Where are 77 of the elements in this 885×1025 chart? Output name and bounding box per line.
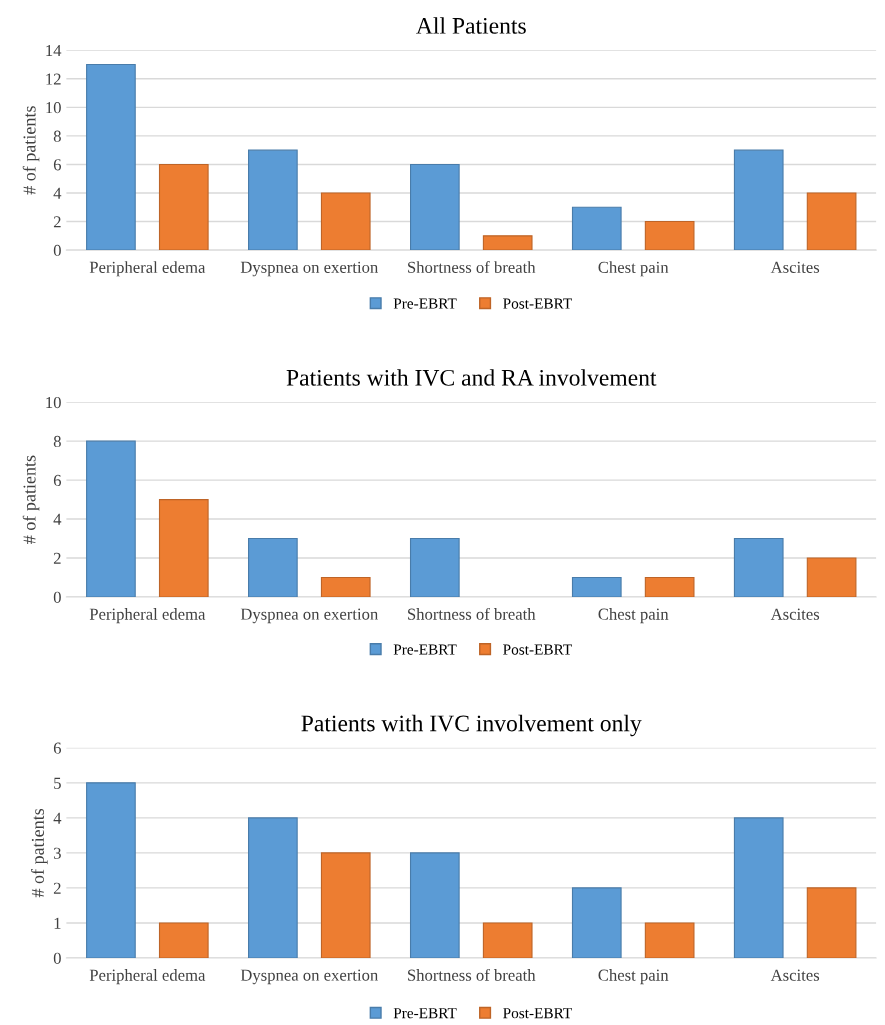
y-tick-label: 6 [53,159,62,171]
y-tick-label: 4 [53,812,62,824]
bar [806,557,857,597]
y-tick-label: 0 [53,591,61,603]
x-tick-label: Dyspnea on exertion [240,969,379,985]
bar [86,782,136,958]
bar [806,887,857,958]
legend-label: Pre-EBRT [393,644,457,655]
bar [733,537,784,597]
x-tick-label: Dyspnea on exertion [240,608,379,624]
y-tick-label: 5 [54,777,61,789]
y-tick-label: 4 [53,513,62,525]
y-tick-label: 14 [46,45,62,57]
y-axis-title: # of patients [22,455,40,544]
bar [571,576,622,597]
x-tick-label: Shortness of breath [408,261,536,273]
x-tick-label: Dyspnea on exertion [240,261,379,277]
bar [571,887,622,958]
y-tick-label: 8 [53,130,61,142]
bar [409,852,460,958]
bar [409,537,460,597]
y-tick-label: 1 [54,917,61,929]
bar [248,149,298,251]
x-tick-label: Shortness of breath [408,607,536,620]
y-tick-label: 10 [46,102,61,114]
bar [320,576,371,597]
bar [571,206,622,251]
bar [248,537,298,597]
x-tick-label: Peripheral edema [89,969,206,985]
x-tick-label: Chest pain [598,608,669,624]
bar [482,922,533,958]
legend-label: Pre-EBRT [393,298,457,309]
bar [158,163,209,251]
x-tick-label: Ascites [770,261,820,273]
y-tick-label: 4 [53,187,62,199]
bar [86,63,136,251]
y-tick-label: 3 [53,847,61,859]
bar [733,817,784,958]
y-tick-label: 12 [46,73,61,85]
y-tick-label: 8 [53,435,61,448]
chart-title: All Patients [416,17,526,34]
legend-label: Post-EBRT [503,298,572,309]
y-tick-label: 2 [53,882,61,894]
legend-label: Pre-EBRT [393,1008,457,1019]
bar [320,852,371,958]
bar [409,163,460,251]
x-tick-label: Shortness of breath [408,968,536,981]
bar [320,192,371,251]
legend-label: Post-EBRT [503,644,572,655]
bar [644,576,695,597]
bar [158,499,209,597]
y-tick-label: 10 [46,396,61,409]
chart-title: Patients with IVC and RA involvement [286,369,657,386]
x-tick-label: Chest pain [598,261,669,277]
x-tick-label: Ascites [770,608,820,620]
y-tick-label: 0 [53,244,61,257]
x-tick-label: Peripheral edema [89,261,206,277]
bar [158,922,209,958]
y-axis-title: # of patients [31,808,48,898]
y-axis-title: # of patients [22,106,40,195]
y-tick-label: 0 [53,952,61,964]
y-tick-label: 2 [53,216,61,228]
y-tick-label: 2 [53,552,61,564]
bar [248,817,298,958]
bar [806,192,857,251]
bar [644,922,695,958]
y-tick-label: 6 [53,742,62,754]
legend-label: Post-EBRT [503,1008,572,1019]
bar [733,149,784,251]
x-tick-label: Peripheral edema [89,608,206,624]
x-tick-label: Chest pain [598,969,669,985]
y-tick-label: 6 [53,474,62,487]
bar [86,440,136,597]
chart-title: Patients with IVC involvement only [301,714,642,737]
x-tick-label: Ascites [770,969,820,981]
bar [482,235,533,251]
bar [644,220,695,251]
